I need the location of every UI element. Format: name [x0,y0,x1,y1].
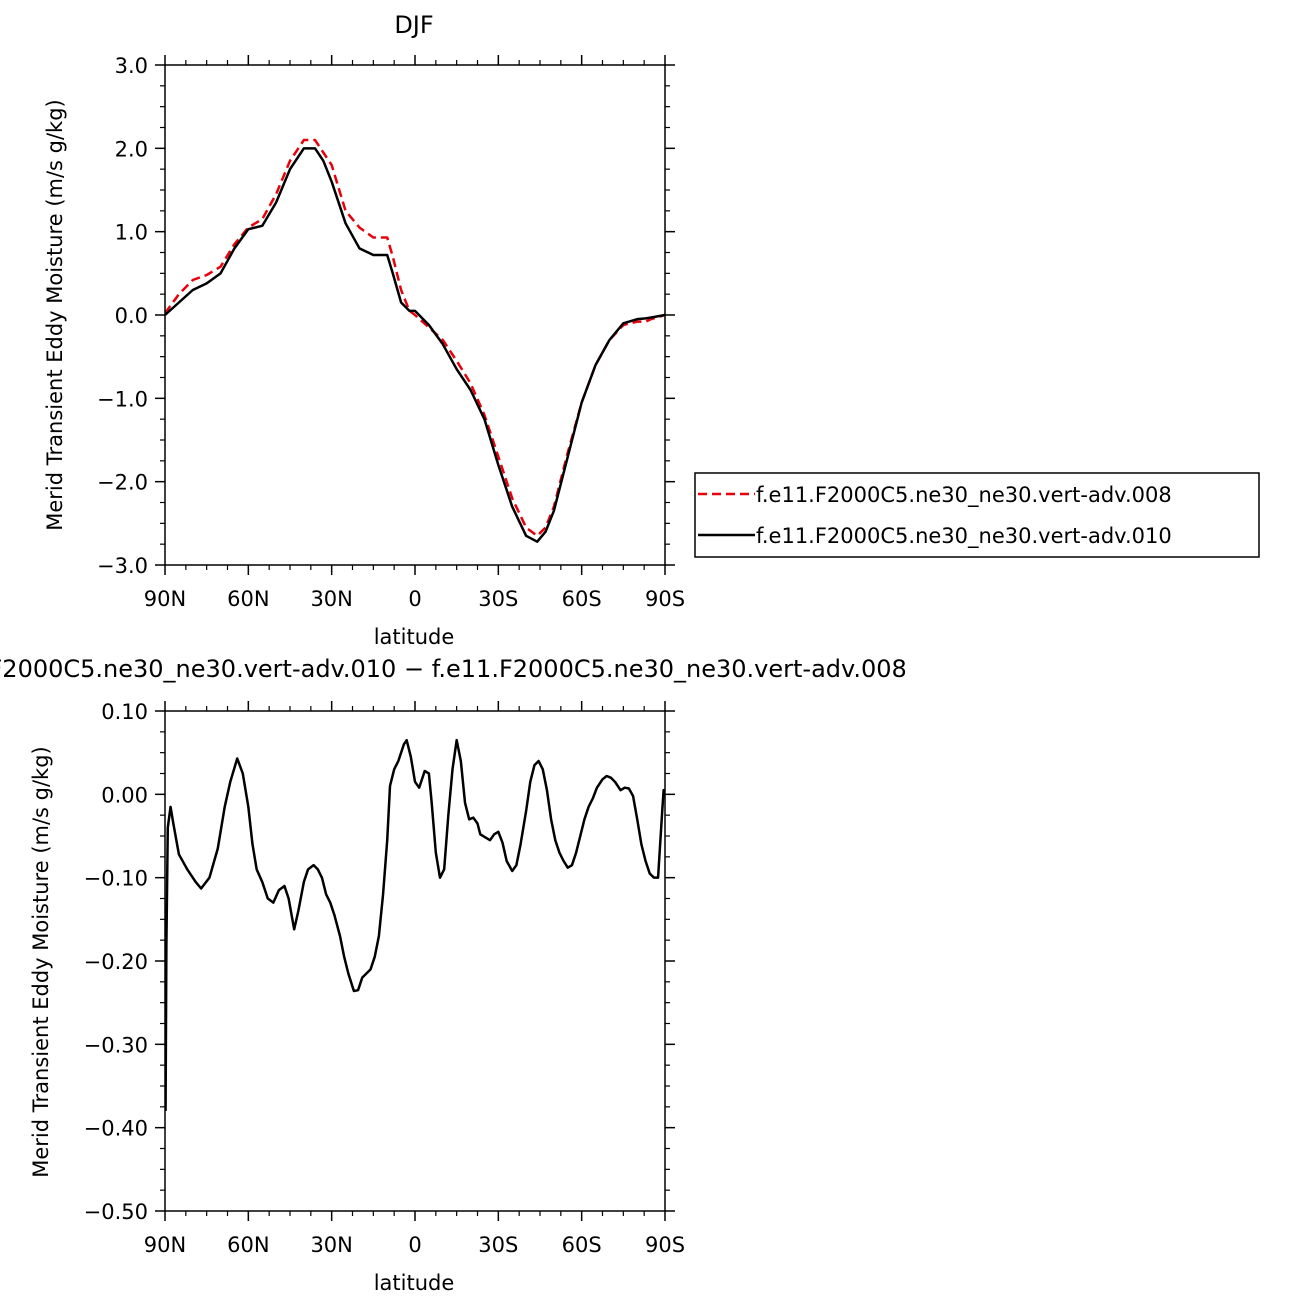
top-y-tick-label: 0.0 [115,304,148,328]
top-y-tick-label: −3.0 [97,554,148,578]
bottom-x-tick-label: 60N [227,1233,269,1257]
bottom-y-tick-label: −0.50 [84,1200,148,1224]
top-y-axis-label: Merid Transient Eddy Moisture (m/s g/kg) [43,99,67,531]
bottom-y-tick-label: −0.40 [84,1117,148,1141]
bottom-x-tick-label: 90S [645,1233,685,1257]
bottom-y-tick-label: 0.10 [101,700,148,724]
legend-label-008: f.e11.F2000C5.ne30_ne30.vert-adv.008 [756,483,1172,508]
bottom-chart-title: f.e11.F2000C5.ne30_ne30.vert-adv.010 − f… [0,655,907,683]
top-y-tick-label: 2.0 [115,137,148,161]
top-series-line-0 [165,138,665,538]
bottom-y-tick-label: −0.20 [84,950,148,974]
bottom-y-axis-label: Merid Transient Eddy Moisture (m/s g/kg) [29,746,53,1178]
bottom-x-axis-label: latitude [374,1271,455,1295]
bottom-x-tick-label: 0 [408,1233,421,1257]
bottom-x-tick-label: 30N [310,1233,352,1257]
top-chart-title: DJF [394,11,433,39]
top-x-tick-label: 30N [310,587,352,611]
bottom-plot-frame [164,710,666,1212]
top-series-line-1 [165,147,665,543]
top-y-tick-label: 3.0 [115,54,148,78]
top-x-tick-label: 0 [408,587,421,611]
top-x-tick-label: 60S [562,587,602,611]
bottom-y-tick-label: −0.10 [84,867,148,891]
bottom-x-tick-label: 90N [144,1233,186,1257]
bottom-x-tick-label: 30S [478,1233,518,1257]
bottom-x-tick-label: 60S [562,1233,602,1257]
legend-label-010: f.e11.F2000C5.ne30_ne30.vert-adv.010 [756,524,1172,549]
top-x-tick-label: 90N [144,587,186,611]
bottom-plot-area: 90N 60N 30N 0 30S 60S 90S −0.50 −0.40 −0.30 −0.20 −… [84,700,685,1257]
bottom-y-tick-label: −0.30 [84,1033,148,1057]
top-y-tick-label: 1.0 [115,221,148,245]
top-plot-area: 90N 60N 30N 0 30S 60S 90S −3.0 −2.0 −1.0 0.0 1.0 2.0… [97,54,685,611]
bottom-series-line-0 [165,738,665,1112]
top-y-tick-label: −2.0 [97,471,148,495]
top-x-axis-label: latitude [374,625,455,649]
top-y-tick-label: −1.0 [97,387,148,411]
top-x-tick-label: 90S [645,587,685,611]
top-x-tick-label: 60N [227,587,269,611]
top-panel: DJF Merid Transient Eddy Moisture (m/s g… [43,11,1260,649]
legend-box [694,472,1260,558]
bottom-panel: f.e11.F2000C5.ne30_ne30.vert-adv.010 − f… [0,655,907,1295]
legend: f.e11.F2000C5.ne30_ne30.vert-adv.008 f.e… [694,472,1260,558]
top-x-tick-label: 30S [478,587,518,611]
bottom-y-tick-label: 0.00 [101,783,148,807]
